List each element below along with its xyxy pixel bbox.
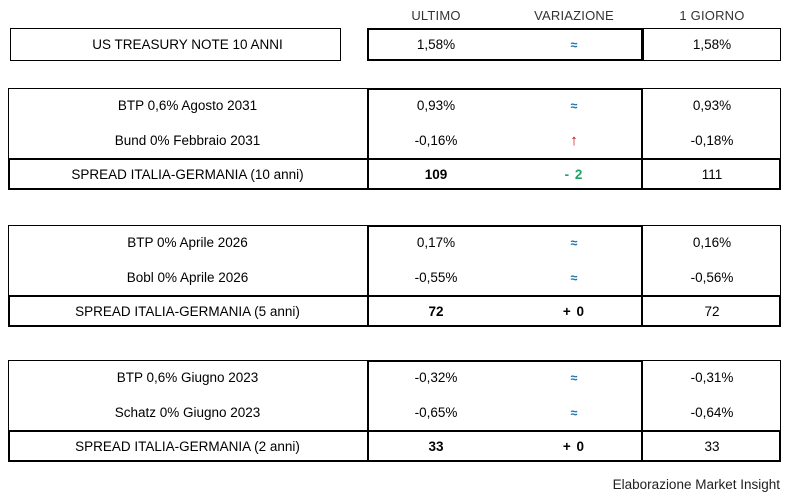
giorno-value: 0,93% [692, 98, 732, 113]
steady-icon: ≈ [570, 405, 578, 420]
spread-giorno-value: 111 [701, 166, 723, 182]
row-label: BTP 0% Aprile 2026 [127, 235, 248, 250]
steady-icon: ≈ [570, 270, 578, 285]
spread-row: SPREAD ITALIA-GERMANIA (10 anni) 109 - 2… [8, 158, 781, 190]
table-row: Bobl 0% Aprile 2026 -0,55% ≈ -0,56% [8, 260, 781, 295]
spread-row: SPREAD ITALIA-GERMANIA (5 anni) 72 + 0 7… [8, 295, 781, 327]
up-arrow-icon: ↑ [570, 132, 578, 149]
spread-ultimo-value: 109 [424, 166, 448, 182]
giorno-value: -0,31% [690, 370, 734, 385]
spread-giorno-value: 72 [704, 303, 720, 319]
table-row: BTP 0% Aprile 2026 0,17% ≈ 0,16% [8, 225, 781, 260]
steady-icon: ≈ [570, 98, 578, 113]
ultimo-value: 0,93% [416, 98, 456, 113]
giorno-value: -0,18% [690, 133, 734, 148]
spread-label: SPREAD ITALIA-GERMANIA (5 anni) [75, 303, 300, 319]
spread-giorno-value: 33 [704, 438, 720, 454]
credit-text: Elaborazione Market Insight [612, 477, 780, 492]
steady-icon: ≈ [570, 370, 578, 385]
ultimo-value: -0,55% [414, 270, 458, 285]
column-header-row: ULTIMO VARIAZIONE 1 GIORNO [367, 5, 781, 25]
delta-negative-value: - 2 [564, 166, 584, 182]
ultimo-value: -0,32% [414, 370, 458, 385]
spread-label: SPREAD ITALIA-GERMANIA (2 anni) [75, 438, 300, 454]
row-label: Bund 0% Febbraio 2031 [114, 133, 261, 148]
spread-ultimo-value: 33 [428, 438, 444, 454]
header-ultimo: ULTIMO [411, 7, 461, 23]
table-row: BTP 0,6% Agosto 2031 0,93% ≈ 0,93% [8, 88, 781, 123]
giorno-value: -0,64% [690, 405, 734, 420]
ultimo-value: -0,65% [414, 405, 458, 420]
spread-ultimo-value: 72 [428, 303, 444, 319]
steady-icon: ≈ [570, 37, 578, 52]
delta-zero-value: + 0 [562, 438, 586, 454]
giorno-value: 0,16% [692, 235, 732, 250]
row-label: BTP 0,6% Giugno 2023 [116, 370, 259, 385]
row-label: BTP 0,6% Agosto 2031 [117, 98, 258, 113]
section-spread-10-anni: BTP 0,6% Agosto 2031 0,93% ≈ 0,93% Bund … [8, 88, 781, 190]
ultimo-value: -0,16% [414, 133, 458, 148]
table-row: US TREASURY NOTE 10 ANNI 1,58% ≈ 1,58% [8, 28, 781, 61]
giorno-value: 1,58% [692, 37, 732, 52]
section-spread-2-anni: BTP 0,6% Giugno 2023 -0,32% ≈ -0,31% Sch… [8, 360, 781, 462]
header-variazione: VARIAZIONE [534, 7, 614, 23]
table-row: Bund 0% Febbraio 2031 -0,16% ↑ -0,18% [8, 123, 781, 158]
table-row: Schatz 0% Giugno 2023 -0,65% ≈ -0,64% [8, 395, 781, 430]
spread-row: SPREAD ITALIA-GERMANIA (2 anni) 33 + 0 3… [8, 430, 781, 462]
section-us-treasury: US TREASURY NOTE 10 ANNI 1,58% ≈ 1,58% [8, 28, 781, 61]
table-row: BTP 0,6% Giugno 2023 -0,32% ≈ -0,31% [8, 360, 781, 395]
delta-zero-value: + 0 [562, 303, 586, 319]
row-label: Schatz 0% Giugno 2023 [114, 405, 261, 420]
giorno-value: -0,56% [690, 270, 734, 285]
spread-label: SPREAD ITALIA-GERMANIA (10 anni) [71, 166, 304, 182]
ultimo-value: 1,58% [416, 37, 456, 52]
steady-icon: ≈ [570, 235, 578, 250]
ultimo-value: 0,17% [416, 235, 456, 250]
section-spread-5-anni: BTP 0% Aprile 2026 0,17% ≈ 0,16% Bobl 0%… [8, 225, 781, 327]
row-label: US TREASURY NOTE 10 ANNI [92, 37, 283, 52]
row-label: Bobl 0% Aprile 2026 [126, 270, 249, 285]
header-1-giorno: 1 GIORNO [679, 7, 745, 23]
